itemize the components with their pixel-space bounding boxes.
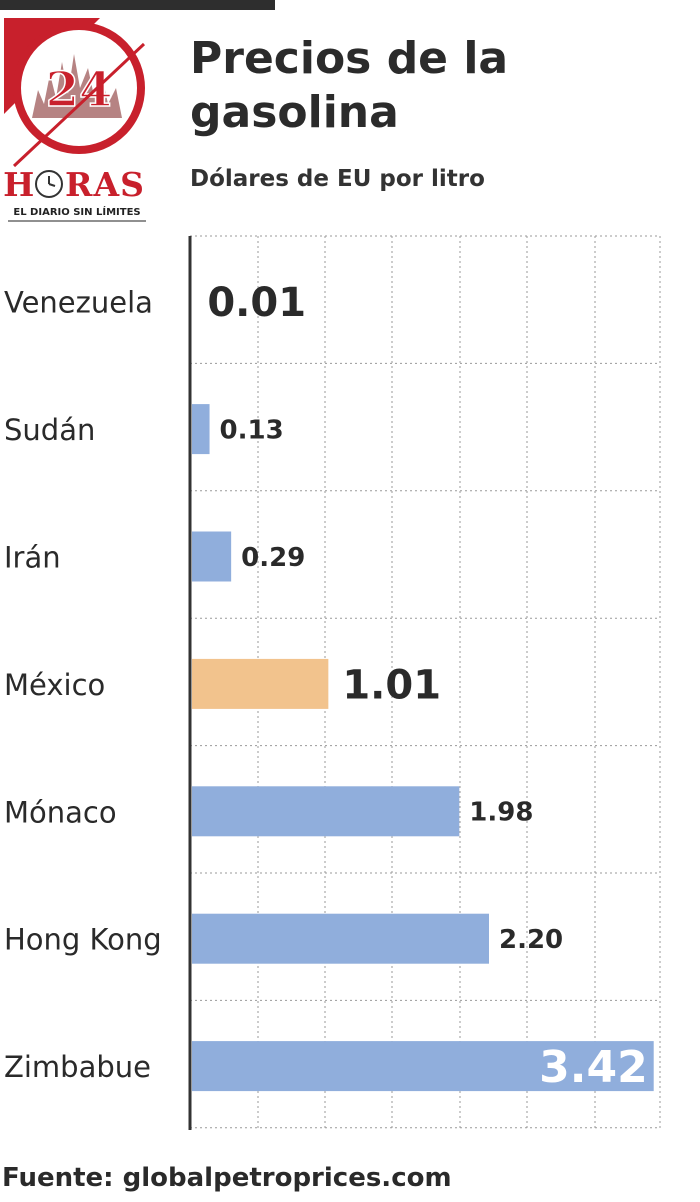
logo-number: 24	[46, 62, 113, 118]
bar	[192, 404, 210, 455]
value-label: 1.01	[342, 662, 441, 708]
chart-title-line1: Precios de la	[190, 33, 509, 84]
top-bar	[0, 0, 275, 10]
value-label: 0.01	[207, 280, 306, 326]
skyline-silhouette	[32, 54, 122, 118]
value-label: 0.13	[220, 415, 284, 445]
category-label: Venezuela	[4, 286, 153, 320]
bar	[192, 658, 329, 709]
category-label: Hong Kong	[4, 923, 162, 957]
bar	[192, 786, 460, 837]
bar-chart: Venezuela 0.01 Sudán 0.13 Irán 0.29 México 1.01…	[0, 230, 700, 1135]
logo-slash	[12, 42, 146, 168]
brand-logo-graphic: 24 HORAS EL DIARIO SIN LÍMITES	[4, 18, 146, 222]
bar	[192, 913, 489, 964]
brand-logo: 24 HORAS EL DIARIO SIN LÍMITES	[4, 18, 150, 223]
category-label: México	[4, 668, 105, 702]
category-label: Sudán	[4, 413, 95, 447]
value-label: 0.29	[241, 543, 305, 573]
source-note: Fuente: globalpetroprices.com	[2, 1163, 452, 1193]
clock-hand	[48, 183, 56, 187]
category-label: Zimbabue	[4, 1050, 151, 1084]
bar	[192, 1041, 654, 1092]
bar-chart-svg: Venezuela 0.01 Sudán 0.13 Irán 0.29 México 1.01…	[4, 235, 661, 1130]
bar	[192, 531, 232, 582]
value-label: 1.98	[469, 798, 533, 828]
logo-name: HORAS	[4, 165, 145, 204]
category-label: Mónaco	[4, 795, 117, 829]
category-label: Irán	[4, 541, 61, 575]
logo-tagline: EL DIARIO SIN LÍMITES	[13, 205, 140, 218]
chart-title-line2: gasolina	[190, 87, 399, 138]
chart-subtitle: Dólares de EU por litro	[190, 166, 485, 192]
chart-title: Precios de la gasolina	[190, 32, 690, 140]
value-label: 3.42	[539, 1042, 648, 1093]
value-label: 2.20	[499, 925, 563, 955]
